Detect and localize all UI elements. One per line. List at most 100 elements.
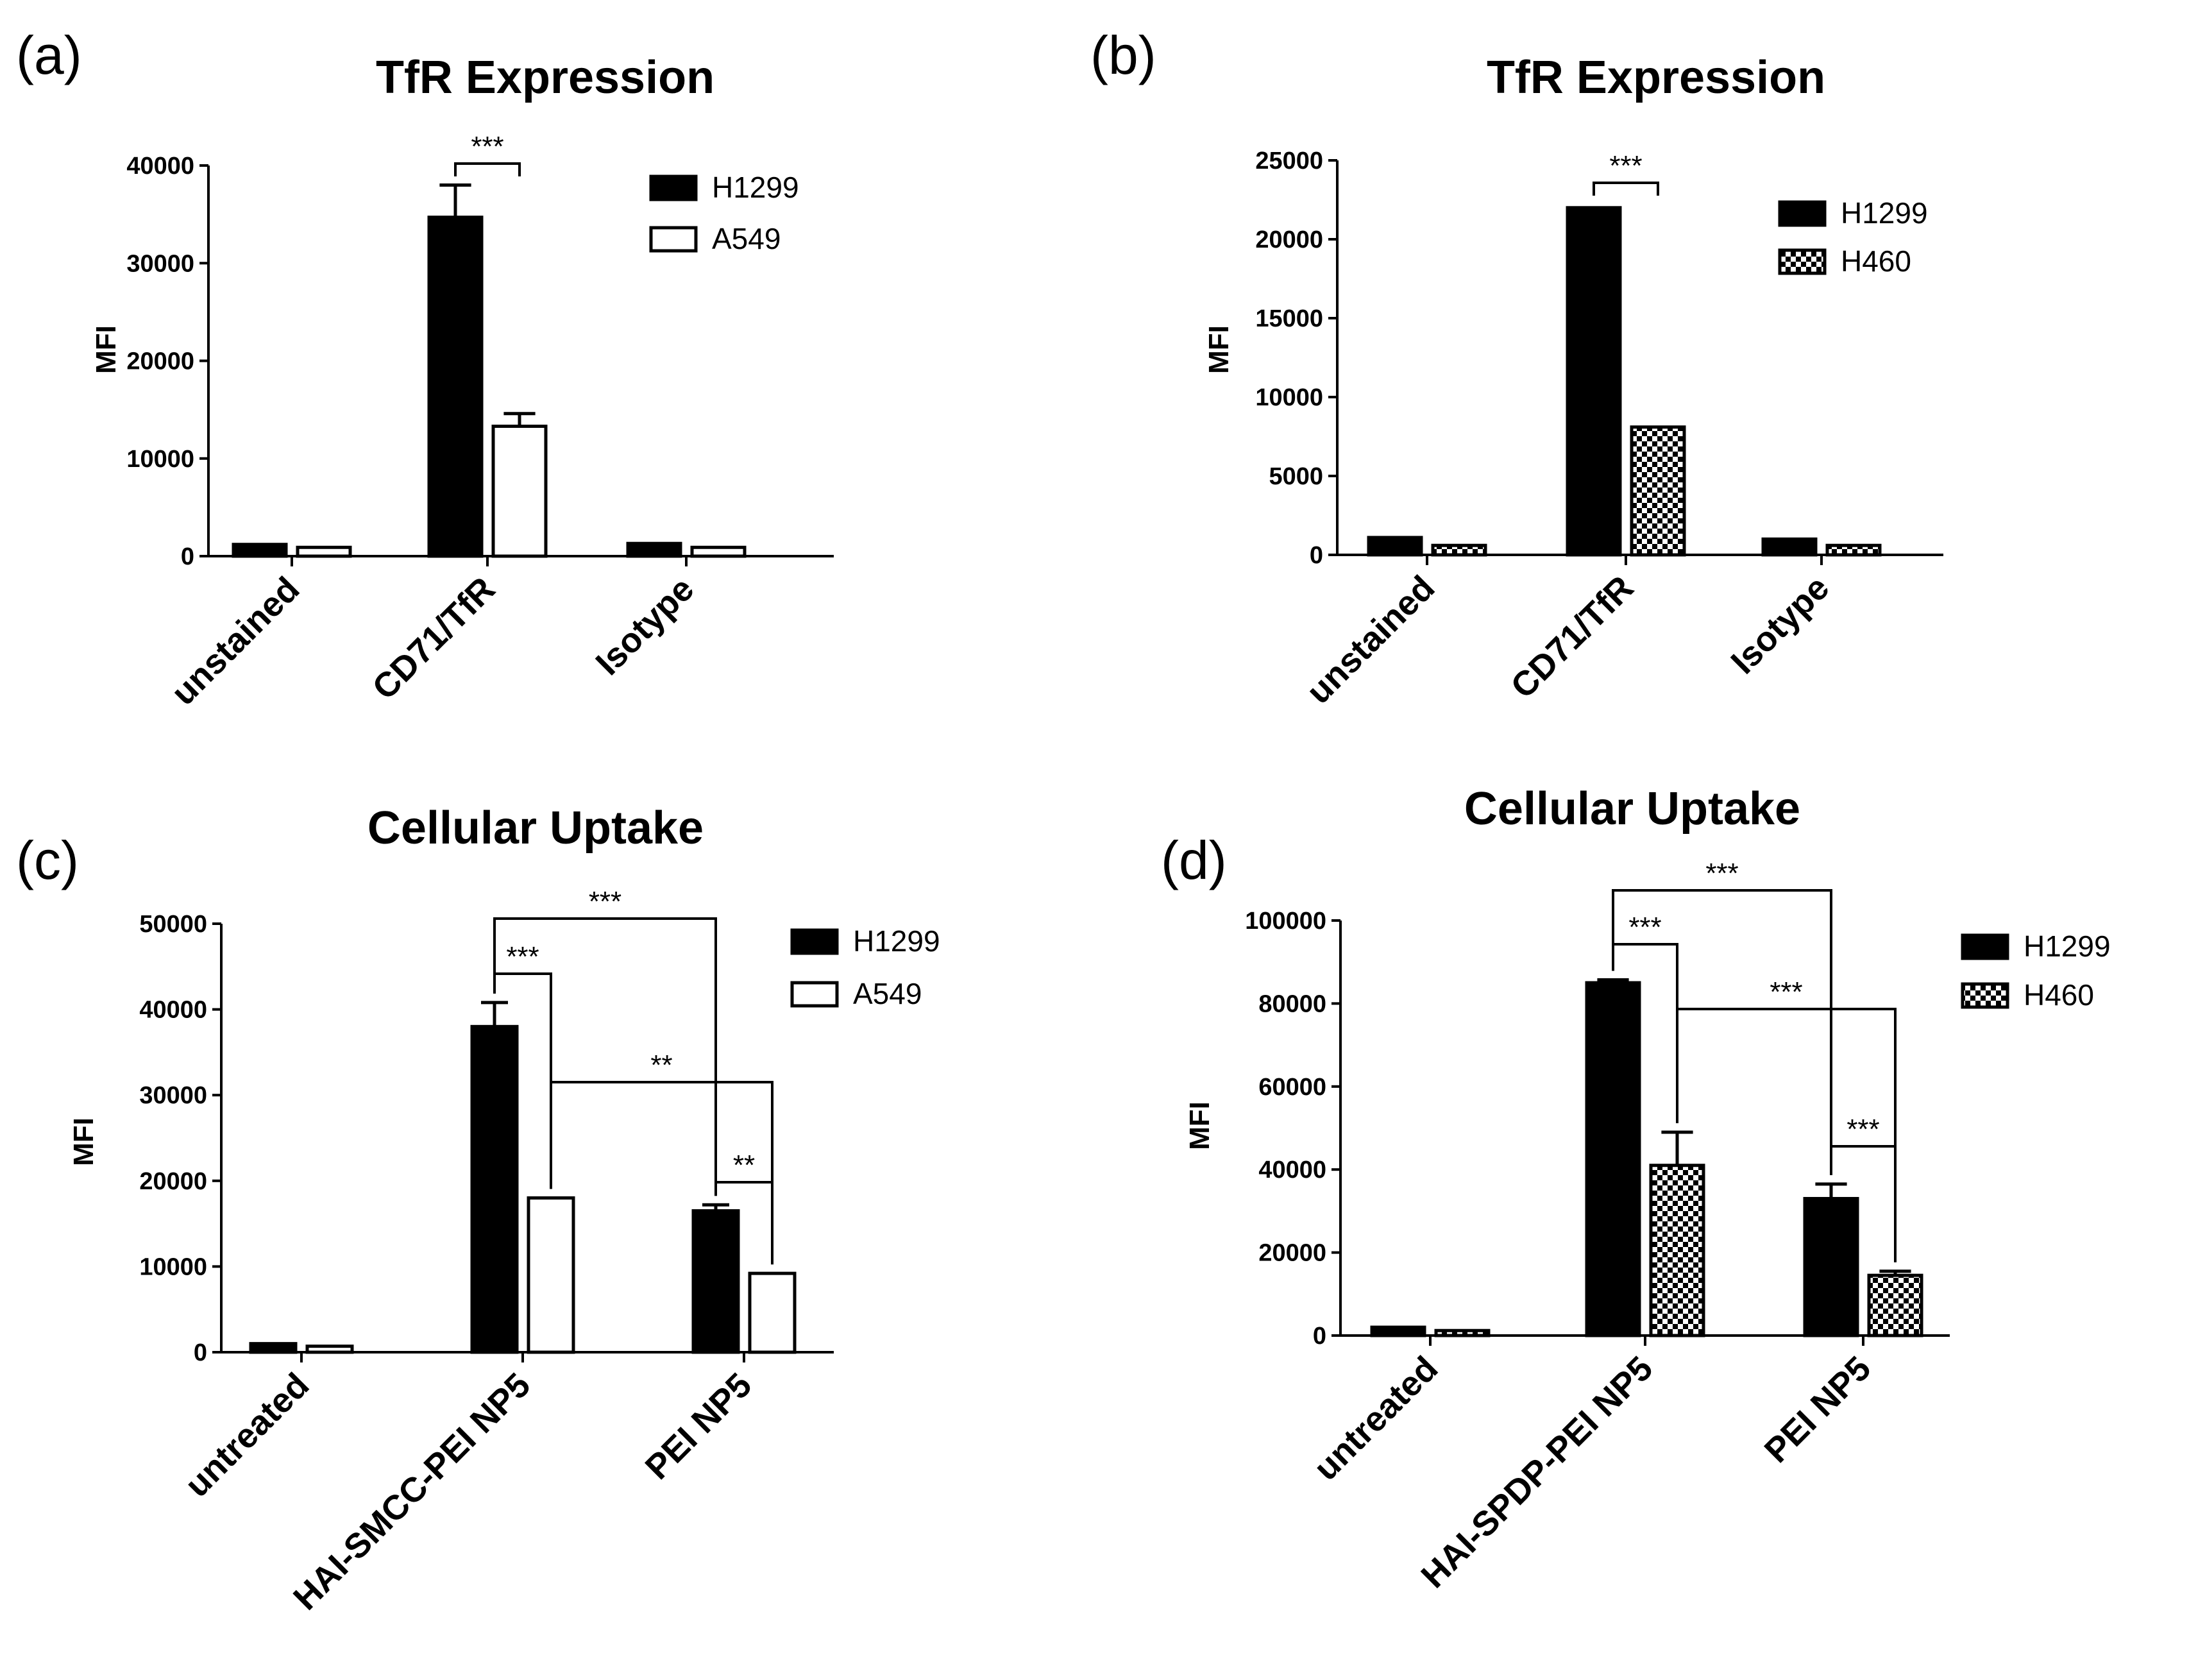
significance-bracket [1612, 889, 1832, 1175]
x-tick-label: HAI-SPDP-PEI NP5 [1414, 1349, 1660, 1595]
significance-label: ** [733, 1150, 755, 1181]
bar-h460 [1630, 425, 1686, 557]
x-tick-label: PEI NP5 [638, 1366, 759, 1487]
y-tick-label: 0 [1313, 1323, 1326, 1350]
bar-h1299 [1761, 537, 1818, 557]
legend-swatch [1778, 200, 1827, 227]
bar-h1299 [626, 541, 682, 558]
legend-swatch [790, 981, 839, 1008]
significance-label: *** [1770, 976, 1802, 1008]
bar-h1299 [427, 216, 484, 558]
bar-h460 [1431, 543, 1487, 557]
bar-h1299 [1566, 206, 1622, 557]
y-tick-label: 20000 [139, 1168, 207, 1195]
significance-label: *** [1609, 150, 1642, 182]
significance-bracket [1830, 1145, 1897, 1262]
significance-bracket [493, 917, 717, 1196]
chart-title: Cellular Uptake [1464, 783, 1800, 835]
legend-swatch [1961, 933, 2009, 960]
x-tick-label: CD71/TfR [1503, 568, 1641, 706]
y-tick-label: 25000 [1255, 148, 1323, 174]
panel-label: (c) [16, 830, 79, 890]
y-tick-label: 0 [194, 1339, 207, 1366]
panel-a: (a) TfR Expression MFI 0 10000 20000 30000 4… [16, 25, 834, 713]
y-axis-label: MFI [68, 1117, 99, 1166]
y-tick-label: 50000 [139, 911, 207, 938]
bar-h1299 [1803, 1196, 1859, 1337]
y-tick-label: 80000 [1258, 990, 1326, 1017]
x-tick-label: HAI-SMCC-PEI NP5 [286, 1366, 537, 1617]
significance-label: *** [471, 131, 503, 162]
y-tick-label: 40000 [139, 997, 207, 1024]
legend-label: H1299 [2024, 929, 2111, 963]
y-axis-label: MFI [1184, 1101, 1215, 1150]
y-tick-label: 20000 [126, 348, 194, 375]
significance-label: *** [506, 941, 539, 972]
y-tick-label: 0 [1310, 542, 1323, 569]
legend-swatch [1778, 248, 1827, 275]
y-tick-label: 40000 [1258, 1157, 1326, 1184]
x-tick-label: untreated [1306, 1349, 1445, 1488]
panel-label: (d) [1161, 830, 1227, 890]
legend-label: H1299 [853, 924, 940, 958]
x-tick-label: PEI NP5 [1757, 1349, 1879, 1470]
x-tick-label: untreated [178, 1366, 316, 1504]
y-axis-label: MFI [1203, 325, 1235, 374]
bar-h460 [1867, 1273, 1923, 1337]
bar-h1299 [470, 1024, 519, 1354]
legend-label: A549 [853, 977, 922, 1010]
panel-label: (b) [1090, 25, 1156, 85]
y-tick-label: 5000 [1269, 463, 1323, 490]
panel-label: (a) [16, 25, 82, 85]
significance-label: *** [589, 886, 621, 917]
significance-bracket [1676, 1008, 1897, 1262]
y-tick-label: 30000 [126, 250, 194, 277]
panel-d: (d) Cellular Uptake MFI 0 20000 40000 60000… [1161, 783, 2111, 1595]
plot-area: 0 10000 20000 30000 40000 unstained CD71/TfR Is… [126, 131, 834, 713]
bar-a549 [690, 545, 747, 558]
bar-a549 [305, 1345, 354, 1354]
legend-label: H460 [1841, 244, 1911, 278]
legend-label: A549 [712, 222, 781, 255]
plot-area: 0 5000 10000 15000 20000 25000 unstained CD71/T… [1255, 148, 1943, 711]
legend-swatch [649, 174, 698, 201]
plot-area: 0 10000 20000 30000 40000 50000 untreatedHAI-S… [139, 886, 940, 1618]
significance-bracket [550, 1081, 773, 1265]
significance-label: ** [650, 1049, 672, 1081]
y-tick-label: 20000 [1258, 1240, 1326, 1267]
significance-bracket [1593, 182, 1659, 196]
bar-h460 [1825, 543, 1882, 557]
y-tick-label: 20000 [1255, 226, 1323, 253]
bar-h1299 [691, 1209, 740, 1354]
y-tick-label: 10000 [126, 446, 194, 473]
bar-h460 [1434, 1328, 1491, 1337]
significance-bracket [454, 162, 521, 176]
significance-label: *** [1628, 912, 1661, 943]
bar-h1299 [232, 543, 288, 558]
bar-h1299 [1585, 981, 1641, 1337]
y-tick-label: 10000 [139, 1253, 207, 1280]
legend-swatch [649, 226, 698, 253]
significance-label: *** [1847, 1114, 1879, 1145]
legend-label: H1299 [712, 171, 799, 204]
chart-title: TfR Expression [376, 52, 714, 103]
bar-h460 [1649, 1164, 1705, 1337]
y-tick-label: 100000 [1245, 908, 1326, 935]
bar-h1299 [249, 1342, 298, 1354]
bar-a549 [296, 545, 352, 558]
chart-title: TfR Expression [1487, 52, 1825, 103]
y-tick-label: 60000 [1258, 1074, 1326, 1101]
bar-a549 [527, 1196, 575, 1354]
bar-a549 [491, 425, 548, 558]
legend-label: H460 [2024, 978, 2094, 1012]
x-tick-label: Isotype [1723, 568, 1836, 681]
y-axis-label: MFI [90, 325, 122, 374]
plot-area: 0 20000 40000 60000 80000 100000 untreatedHAI-… [1245, 858, 2110, 1595]
chart-title: Cellular Uptake [368, 802, 704, 854]
panel-c: (c) Cellular Uptake MFI 0 10000 20000 30000… [16, 802, 940, 1618]
legend-swatch [1961, 982, 2009, 1009]
bar-a549 [748, 1271, 797, 1354]
y-tick-label: 0 [181, 543, 194, 570]
bar-h1299 [1367, 536, 1423, 557]
x-tick-label: unstained [1299, 568, 1442, 711]
